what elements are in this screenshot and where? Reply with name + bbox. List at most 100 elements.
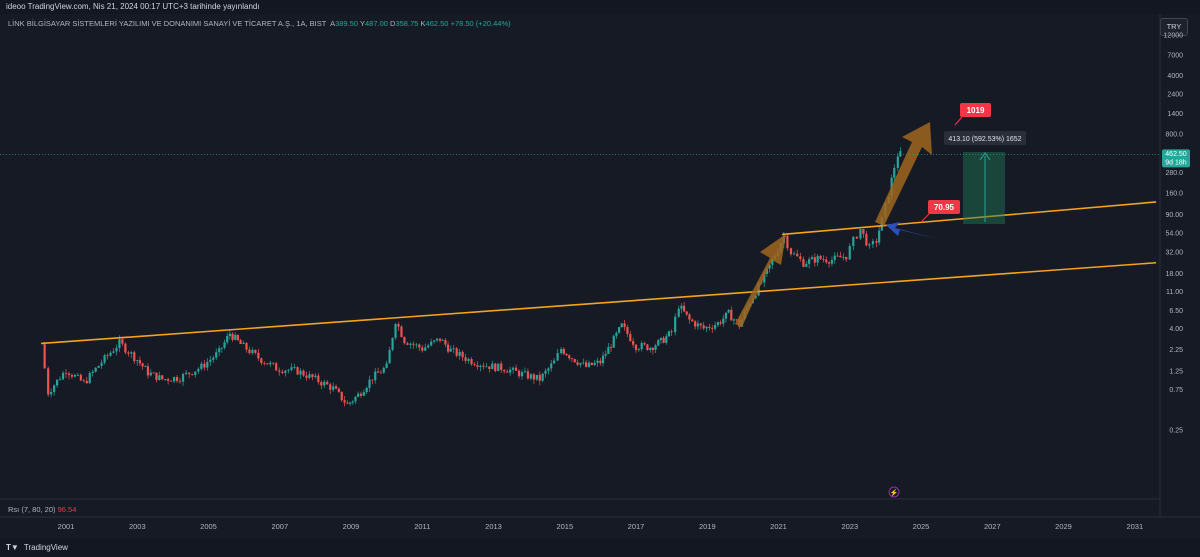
candle-body <box>234 334 237 340</box>
candle-body <box>357 393 360 397</box>
candle-body <box>403 336 406 344</box>
candle-body <box>839 255 842 258</box>
candle-body <box>748 302 752 307</box>
candle-body <box>397 323 400 327</box>
candle-body <box>191 374 194 375</box>
candle-body <box>226 336 229 343</box>
candle-body <box>430 341 433 346</box>
candle-body <box>266 363 269 365</box>
x-tick-label: 2029 <box>1055 522 1072 531</box>
candle-body <box>560 348 563 354</box>
candle-body <box>85 380 88 384</box>
candle-body <box>88 373 91 384</box>
candle-body <box>178 381 182 382</box>
candle-body <box>311 374 314 378</box>
candle-body <box>251 350 254 354</box>
y-tick-label: 32.00 <box>1165 250 1183 257</box>
candle-body <box>514 367 518 371</box>
candle-body <box>568 355 571 359</box>
candle-body <box>746 306 749 311</box>
y-tick-label: 1400 <box>1167 111 1183 118</box>
candle-body <box>152 372 155 374</box>
candle-body <box>878 230 881 243</box>
x-tick-label: 2027 <box>984 522 1001 531</box>
candle-body <box>314 375 317 378</box>
candle-body <box>467 359 470 361</box>
candle-body <box>67 373 71 376</box>
candle-body <box>503 370 506 372</box>
candle-body <box>865 233 868 246</box>
candle-body <box>773 255 777 259</box>
candle-body <box>708 326 711 329</box>
candle-body <box>482 365 485 367</box>
candle-body <box>115 347 118 352</box>
y-tick-label: 2400 <box>1167 92 1183 99</box>
candle-body <box>596 360 599 363</box>
candle-body <box>421 347 424 351</box>
rsi-value: 96.54 <box>57 505 77 514</box>
candle-body <box>374 371 377 381</box>
candle-body <box>859 229 862 239</box>
candle-body <box>491 363 494 370</box>
candle-body <box>535 374 538 380</box>
x-tick-label: 2009 <box>343 522 360 531</box>
candle-body <box>55 379 59 386</box>
candle-body <box>409 343 412 345</box>
candle-body <box>320 382 323 386</box>
currency-button[interactable]: TRY <box>1160 18 1188 36</box>
candle-body <box>346 402 349 404</box>
event-lightning-icon[interactable] <box>888 486 900 498</box>
candle-body <box>667 331 671 337</box>
candle-body <box>343 400 346 403</box>
candle-body <box>418 344 421 348</box>
candle-body <box>722 318 725 324</box>
candle-body <box>47 368 50 395</box>
candle-body <box>730 309 733 321</box>
candle-body <box>485 366 488 368</box>
candle-body <box>587 362 591 367</box>
candle-body <box>682 305 686 312</box>
candle-body <box>382 367 385 373</box>
trendlines <box>41 201 1157 345</box>
candle-body <box>670 331 673 333</box>
candle-body <box>263 362 266 364</box>
candle-body <box>848 246 851 260</box>
candle-body <box>133 352 136 362</box>
candle-body <box>754 295 757 299</box>
rsi-indicator-label[interactable]: Rsı (7, 80, 20) 96.54 <box>8 505 76 514</box>
candle-body <box>118 339 121 348</box>
candle-body <box>711 328 714 329</box>
candle-body <box>124 343 127 353</box>
candle-body <box>349 402 352 404</box>
candle-body <box>776 251 780 256</box>
candle-body <box>275 363 278 371</box>
candle-body <box>893 167 896 178</box>
candle-body <box>827 262 831 264</box>
y-tick-label: 54.00 <box>1165 231 1183 238</box>
candle-body <box>308 374 311 378</box>
candle-body <box>740 318 744 327</box>
candle-body <box>323 381 326 386</box>
projection-arrow-1 <box>735 234 786 327</box>
close-label: K <box>420 19 426 28</box>
trendline[interactable] <box>781 201 1157 236</box>
candle-body <box>188 372 191 375</box>
candle-body <box>852 236 855 247</box>
y-tick-label: 6.50 <box>1169 308 1183 315</box>
candle-body <box>623 323 626 328</box>
candle-body <box>657 339 660 346</box>
candle-body <box>845 256 848 260</box>
candle-body <box>91 371 94 374</box>
candle-body <box>146 366 150 376</box>
candle-body <box>763 273 766 283</box>
candle-body <box>552 360 556 364</box>
trendline[interactable] <box>41 261 1157 345</box>
candle-body <box>538 374 541 381</box>
footer-brand: TradingView <box>23 543 68 552</box>
candle-body <box>197 368 200 372</box>
candle-body <box>317 375 320 383</box>
candle-body <box>789 248 793 255</box>
candle-body <box>424 347 427 351</box>
candle-body <box>497 363 500 371</box>
